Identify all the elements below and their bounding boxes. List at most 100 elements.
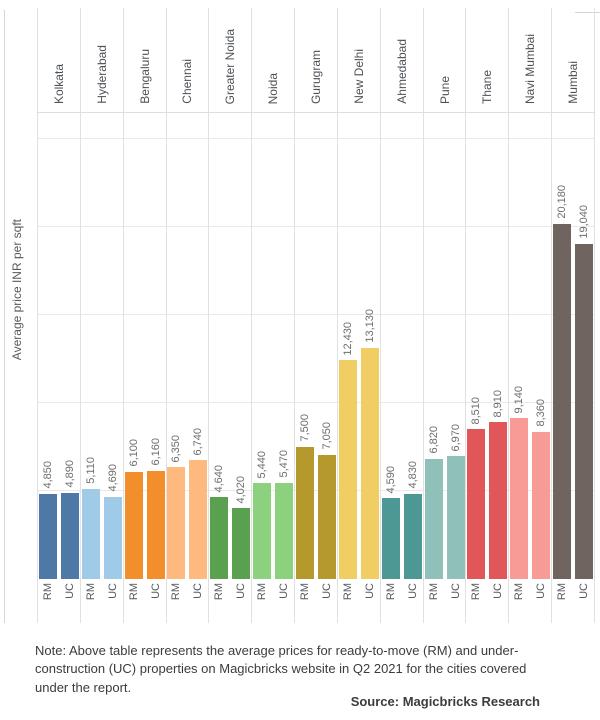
bar-slot-thane-uc: 8,910 — [489, 112, 508, 579]
chart-plot-region: Kolkata 4,850 4,890 RM UC Hyderabad 5,110 4,690… — [37, 8, 595, 623]
gridline-10000 — [37, 402, 595, 403]
bar-value-pune-uc: 6,970 — [449, 423, 462, 452]
axis-label-ahmedabad-rm: RM — [384, 583, 397, 601]
bar-slot-new-delhi-rm: 12,430 — [338, 112, 357, 579]
bar-hyderabad-uc[interactable] — [103, 496, 122, 579]
axis-label-ahmedabad-uc: UC — [406, 583, 419, 599]
bar-slot-kolkata-rm: 4,850 — [38, 112, 57, 579]
axis-label-new-delhi-rm: RM — [341, 583, 354, 601]
city-plot-navi-mumbai: 9,140 8,360 — [509, 112, 551, 579]
city-label-navi-mumbai: Navi Mumbai — [523, 33, 538, 104]
bar-greater-noida-uc[interactable] — [232, 508, 251, 579]
bar-value-chennai-rm: 6,350 — [170, 434, 183, 463]
bar-bengaluru-rm[interactable] — [124, 471, 143, 579]
city-plot-chennai: 6,350 6,740 — [167, 112, 209, 579]
axis-label-thane-rm: RM — [470, 583, 483, 601]
bar-mumbai-uc[interactable] — [575, 243, 594, 579]
bar-mumbai-rm[interactable] — [553, 223, 572, 579]
city-axis-noida: RM UC — [252, 579, 294, 623]
city-axis-hyderabad: RM UC — [81, 579, 123, 623]
gridline-15000 — [37, 314, 595, 315]
city-label-chennai: Chennai — [180, 59, 195, 104]
city-axis-new-delhi: RM UC — [338, 579, 380, 623]
bar-pune-uc[interactable] — [446, 456, 465, 579]
city-column-greater-noida: Greater Noida 4,640 4,020 RM UC — [208, 8, 251, 623]
city-column-new-delhi: New Delhi 12,430 13,130 RM UC — [336, 8, 380, 623]
city-column-chennai: Chennai 6,350 6,740 RM UC — [165, 8, 209, 623]
bar-bengaluru-uc[interactable] — [146, 470, 165, 579]
bar-value-gurugram-rm: 7,500 — [298, 414, 311, 442]
city-header-thane: Thane — [466, 8, 508, 112]
city-plot-bengaluru: 6,100 6,160 — [124, 112, 166, 579]
bar-slot-gurugram-rm: 7,500 — [295, 112, 314, 579]
bar-noida-rm[interactable] — [253, 483, 272, 579]
bar-pune-rm[interactable] — [424, 459, 443, 579]
gridline-25000 — [37, 138, 595, 139]
city-header-mumbai: Mumbai — [552, 8, 594, 112]
bar-value-chennai-uc: 6,740 — [192, 427, 205, 456]
bar-thane-uc[interactable] — [489, 422, 508, 579]
bar-slot-greater-noida-rm: 4,640 — [210, 112, 229, 579]
bar-ahmedabad-rm[interactable] — [381, 498, 400, 579]
bar-gurugram-uc[interactable] — [317, 454, 336, 579]
bar-chennai-uc[interactable] — [189, 460, 208, 579]
city-column-ahmedabad: Ahmedabad 4,590 4,830 RM UC — [379, 8, 423, 623]
city-header-chennai: Chennai — [167, 8, 209, 112]
bar-kolkata-rm[interactable] — [38, 493, 57, 579]
axis-slot-pune-uc: UC — [447, 583, 465, 623]
axis-slot-kolkata-rm: RM — [39, 583, 57, 623]
city-plot-ahmedabad: 4,590 4,830 — [381, 112, 423, 579]
city-header-pune: Pune — [424, 8, 466, 112]
bar-new-delhi-uc[interactable] — [360, 347, 379, 579]
bar-value-mumbai-uc: 19,040 — [578, 205, 591, 239]
city-label-gurugram: Gurugram — [308, 49, 323, 104]
city-column-hyderabad: Hyderabad 5,110 4,690 RM UC — [79, 8, 123, 623]
bar-hyderabad-rm[interactable] — [81, 489, 100, 579]
bar-slot-chennai-uc: 6,740 — [189, 112, 208, 579]
bar-slot-noida-rm: 5,440 — [253, 112, 272, 579]
city-header-noida: Noida — [252, 8, 294, 112]
chart-left-border — [4, 10, 5, 623]
axis-slot-bengaluru-uc: UC — [147, 583, 165, 623]
bar-slot-ahmedabad-uc: 4,830 — [403, 112, 422, 579]
axis-label-pune-uc: UC — [449, 583, 462, 599]
bar-noida-uc[interactable] — [275, 482, 294, 579]
axis-label-noida-uc: UC — [278, 583, 291, 599]
axis-slot-hyderabad-rm: RM — [82, 583, 100, 623]
city-label-pune: Pune — [437, 75, 452, 104]
bar-slot-navi-mumbai-rm: 9,140 — [510, 112, 529, 579]
gridlines-layer — [37, 112, 595, 579]
axis-label-gurugram-rm: RM — [298, 583, 311, 601]
bar-gurugram-rm[interactable] — [295, 447, 314, 579]
city-plot-kolkata: 4,850 4,890 — [38, 112, 80, 579]
bar-chennai-rm[interactable] — [167, 467, 186, 579]
bar-ahmedabad-uc[interactable] — [403, 494, 422, 579]
bar-value-kolkata-rm: 4,850 — [41, 461, 54, 489]
bar-kolkata-uc[interactable] — [60, 492, 79, 579]
city-columns: Kolkata 4,850 4,890 RM UC Hyderabad 5,110 4,690… — [37, 8, 595, 623]
bar-greater-noida-rm[interactable] — [210, 497, 229, 579]
axis-slot-kolkata-uc: UC — [61, 583, 79, 623]
city-plot-hyderabad: 5,110 4,690 — [81, 112, 123, 579]
bar-slot-pune-rm: 6,820 — [424, 112, 443, 579]
bar-slot-bengaluru-uc: 6,160 — [146, 112, 165, 579]
axis-label-bengaluru-rm: RM — [127, 583, 140, 601]
city-header-bengaluru: Bengaluru — [124, 8, 166, 112]
axis-label-new-delhi-uc: UC — [363, 583, 376, 599]
bar-new-delhi-rm[interactable] — [338, 360, 357, 579]
bar-navi-mumbai-rm[interactable] — [510, 418, 529, 579]
axis-slot-pune-rm: RM — [425, 583, 443, 623]
bar-thane-rm[interactable] — [467, 429, 486, 579]
bar-navi-mumbai-uc[interactable] — [532, 431, 551, 579]
note-text: Note: Above table represents the average… — [35, 643, 527, 695]
city-column-noida: Noida 5,440 5,470 RM UC — [251, 8, 294, 623]
city-axis-kolkata: RM UC — [38, 579, 80, 623]
bar-slot-mumbai-rm: 20,180 — [553, 112, 572, 579]
y-axis-title: Average price INR per sqft — [8, 90, 26, 490]
axis-slot-noida-uc: UC — [275, 583, 293, 623]
bar-slot-hyderabad-uc: 4,690 — [103, 112, 122, 579]
axis-label-kolkata-rm: RM — [41, 583, 54, 601]
city-axis-ahmedabad: RM UC — [381, 579, 423, 623]
y-axis-title-text: Average price INR per sqft — [10, 219, 24, 361]
